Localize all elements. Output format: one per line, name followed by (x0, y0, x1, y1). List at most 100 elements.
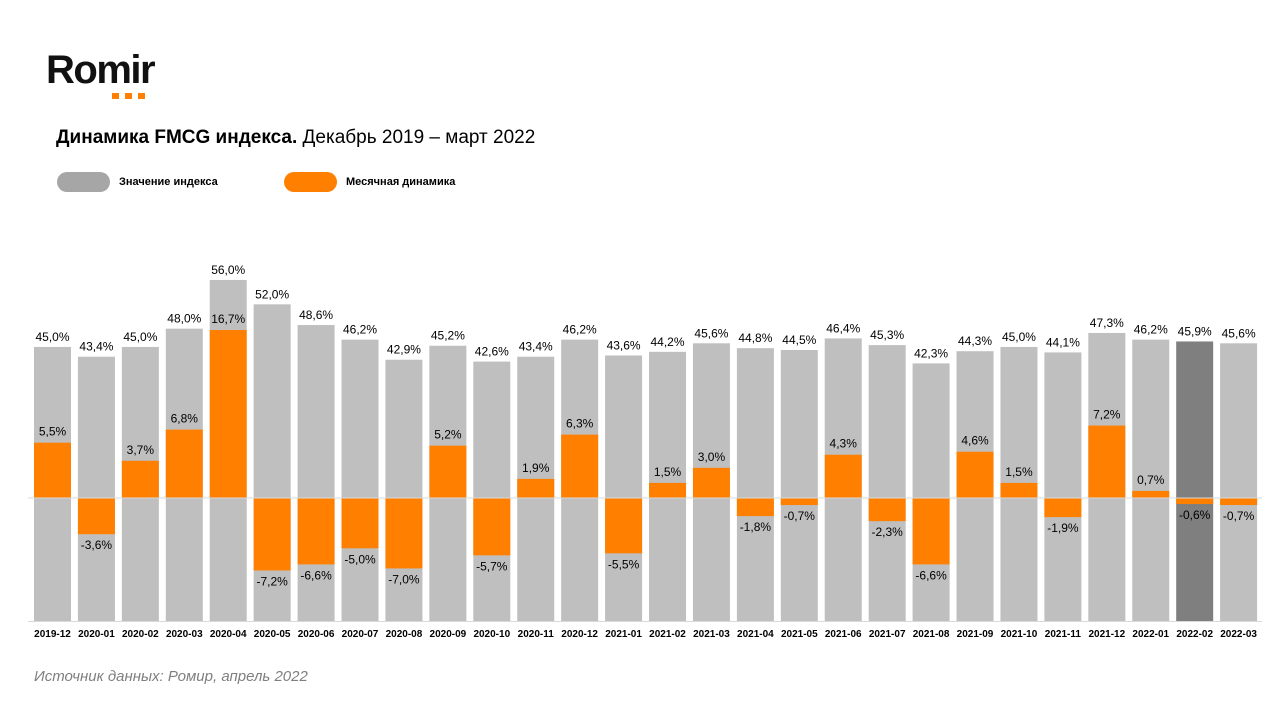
index-bar (780, 349, 818, 621)
index-bar (1176, 341, 1214, 621)
change-value-label: 4,6% (961, 434, 989, 448)
change-bar (736, 498, 774, 517)
change-bar (121, 460, 159, 498)
change-bar (165, 429, 203, 498)
x-tick-label: 2020-11 (518, 629, 555, 640)
legend-swatch-change (284, 172, 337, 192)
change-value-label: 5,5% (39, 425, 67, 439)
change-bar (561, 434, 599, 498)
legend-label-change: Месячная динамика (346, 176, 456, 188)
x-tick-label: 2021-11 (1045, 629, 1082, 640)
change-bar (824, 454, 862, 498)
index-value-label: 46,4% (826, 321, 860, 335)
change-value-label: -5,5% (608, 557, 640, 571)
index-value-label: 43,6% (607, 338, 641, 352)
index-value-label: 46,2% (343, 323, 377, 337)
index-value-label: 48,0% (167, 312, 201, 326)
change-value-label: 3,0% (698, 450, 726, 464)
change-bar (868, 498, 906, 522)
change-value-label: -3,6% (81, 538, 113, 552)
change-bar (77, 498, 115, 535)
x-tick-label: 2021-03 (693, 629, 730, 640)
change-value-label: -6,6% (915, 568, 947, 582)
change-value-label: 7,2% (1093, 408, 1121, 422)
index-value-label: 44,8% (738, 331, 772, 345)
index-bar (912, 363, 950, 621)
change-bar (692, 467, 730, 498)
change-bar (605, 498, 643, 554)
change-bar (1088, 425, 1126, 498)
change-bar (1000, 482, 1038, 498)
change-value-label: -5,0% (344, 552, 376, 566)
index-value-label: 45,6% (1222, 326, 1256, 340)
change-bar (473, 498, 511, 556)
change-bar (956, 451, 994, 498)
index-value-label: 43,4% (79, 340, 113, 354)
change-value-label: -7,0% (388, 572, 420, 586)
index-bar (868, 345, 906, 621)
index-value-label: 45,0% (123, 330, 157, 344)
index-bar (385, 359, 423, 621)
change-value-label: 4,3% (830, 437, 858, 451)
legend-swatch-index (57, 172, 110, 192)
change-value-label: -0,7% (1223, 509, 1255, 523)
index-bar (77, 356, 115, 621)
index-bar (341, 339, 379, 621)
x-tick-label: 2020-07 (342, 629, 379, 640)
change-bar (517, 478, 555, 498)
change-value-label: 16,7% (211, 312, 245, 326)
chart-title-period: Декабрь 2019 – март 2022 (302, 127, 536, 148)
index-value-label: 45,3% (870, 328, 904, 342)
index-bar (1220, 343, 1258, 621)
x-tick-label: 2022-03 (1220, 629, 1257, 640)
change-value-label: 1,9% (522, 461, 550, 475)
romir-logo: Romir (46, 50, 156, 99)
change-bar (429, 445, 467, 498)
x-tick-label: 2020-09 (430, 629, 467, 640)
x-tick-label: 2021-07 (869, 629, 906, 640)
index-value-label: 45,0% (35, 330, 69, 344)
index-value-label: 42,3% (914, 346, 948, 360)
index-value-label: 56,0% (211, 263, 245, 277)
x-tick-label: 2020-01 (78, 629, 115, 640)
x-tick-label: 2020-02 (122, 629, 159, 640)
change-value-label: -0,6% (1179, 508, 1211, 522)
x-tick-label: 2021-01 (605, 629, 642, 640)
change-value-label: -5,7% (476, 559, 508, 573)
change-value-label: 1,5% (654, 465, 682, 479)
x-tick-label: 2021-06 (825, 629, 862, 640)
change-bar (1176, 498, 1214, 505)
x-tick-label: 2020-05 (254, 629, 291, 640)
index-value-label: 44,3% (958, 334, 992, 348)
x-tick-label: 2019-12 (34, 629, 71, 640)
change-value-label: -1,9% (1047, 521, 1079, 535)
change-bar (1132, 490, 1170, 498)
chart-title: Динамика FMCG индекса. Декабрь 2019 – ма… (56, 127, 535, 149)
index-value-label: 44,2% (651, 335, 685, 349)
change-bar (341, 498, 379, 549)
change-value-label: 5,2% (434, 428, 462, 442)
change-bar (253, 498, 291, 571)
index-value-label: 44,5% (782, 333, 816, 347)
index-bar (297, 325, 335, 621)
change-value-label: 0,7% (1137, 473, 1165, 487)
index-value-label: 48,6% (299, 308, 333, 322)
index-value-label: 47,3% (1090, 316, 1124, 330)
change-value-label: 1,5% (1005, 465, 1033, 479)
change-bar (385, 498, 423, 569)
x-tick-label: 2020-10 (473, 629, 510, 640)
index-value-label: 45,0% (1002, 330, 1036, 344)
x-tick-label: 2020-08 (386, 629, 423, 640)
x-tick-label: 2020-04 (210, 629, 247, 640)
x-tick-label: 2021-04 (737, 629, 774, 640)
index-value-label: 45,9% (1178, 324, 1212, 338)
x-tick-label: 2021-10 (1001, 629, 1038, 640)
logo-dots (112, 93, 145, 99)
source-note: Источник данных: Ромир, апрель 2022 (34, 668, 308, 685)
index-value-label: 45,6% (694, 326, 728, 340)
change-bar (297, 498, 335, 565)
index-bar (605, 355, 643, 621)
index-value-label: 52,0% (255, 287, 289, 301)
chart-title-bold: Динамика FMCG индекса. (56, 127, 298, 148)
